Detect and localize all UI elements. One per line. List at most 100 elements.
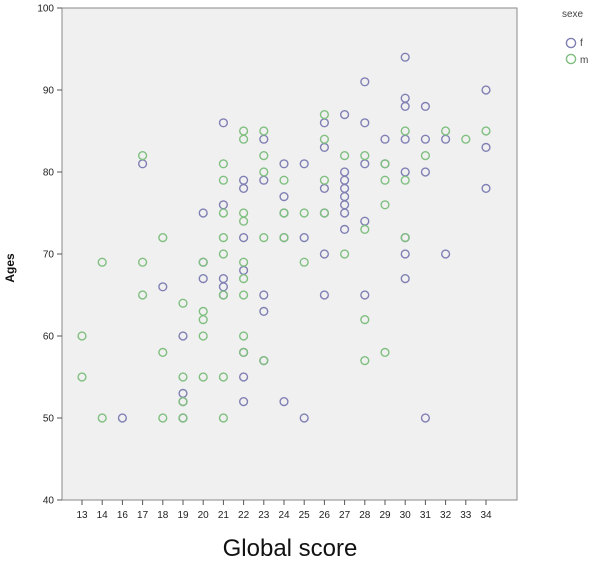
data-point-m bbox=[420, 151, 431, 161]
data-point-m bbox=[178, 397, 188, 407]
x-tick-label: 14 bbox=[97, 510, 109, 521]
x-axis-title: Global score bbox=[223, 535, 358, 562]
data-point-m bbox=[138, 151, 148, 161]
data-point-m bbox=[239, 347, 249, 358]
data-point-f bbox=[340, 208, 350, 218]
data-point-m bbox=[97, 413, 107, 423]
x-tick-label: 25 bbox=[299, 510, 311, 521]
data-point-m bbox=[380, 175, 390, 185]
data-point-m bbox=[239, 257, 249, 267]
y-tick-label: 70 bbox=[43, 250, 55, 261]
data-point-m bbox=[259, 126, 269, 136]
data-point-m bbox=[138, 257, 148, 267]
legend: sexe f m bbox=[562, 9, 588, 66]
data-point-f bbox=[158, 282, 168, 292]
data-point-m bbox=[299, 257, 309, 267]
data-point-f bbox=[239, 372, 249, 382]
data-point-m bbox=[218, 413, 229, 423]
x-tick-label: 29 bbox=[379, 510, 391, 521]
data-point-m bbox=[299, 208, 309, 218]
x-tick-label: 27 bbox=[339, 510, 351, 521]
legend-label-f: f bbox=[580, 38, 583, 49]
data-point-m bbox=[239, 134, 249, 144]
data-point-m bbox=[259, 356, 269, 366]
data-point-m bbox=[360, 356, 370, 366]
data-point-m bbox=[239, 216, 249, 226]
data-point-m bbox=[380, 200, 390, 210]
data-point-f bbox=[319, 249, 330, 259]
x-tick-label: 28 bbox=[359, 510, 371, 521]
data-point-m bbox=[481, 126, 491, 136]
x-tick-label: 24 bbox=[278, 510, 290, 521]
data-point-f bbox=[198, 208, 208, 218]
data-point-f bbox=[360, 77, 370, 87]
data-point-m bbox=[259, 151, 269, 161]
data-point-m bbox=[380, 347, 390, 358]
data-point-m bbox=[319, 208, 330, 218]
data-point-m bbox=[441, 126, 451, 136]
data-point-m bbox=[279, 208, 289, 218]
data-point-f bbox=[279, 192, 289, 202]
data-point-f bbox=[259, 306, 269, 317]
data-point-m bbox=[259, 167, 269, 177]
data-point-f bbox=[481, 142, 491, 153]
data-point-m bbox=[218, 175, 229, 185]
data-point-m bbox=[158, 233, 168, 243]
x-axis: 13 14 16 17 18 19 20 21 22 23 24 25 26 27 28 29 30 31 32 33… bbox=[76, 500, 492, 521]
data-point-f bbox=[360, 118, 370, 128]
data-point-m bbox=[178, 413, 188, 423]
data-point-m bbox=[380, 159, 390, 169]
x-tick-label: 21 bbox=[218, 510, 230, 521]
data-point-f bbox=[400, 249, 410, 259]
data-point-f bbox=[299, 159, 309, 169]
data-point-f bbox=[400, 274, 410, 284]
data-point-f bbox=[420, 101, 431, 112]
data-point-m bbox=[138, 290, 148, 300]
data-point-f bbox=[299, 413, 309, 423]
data-point-m bbox=[218, 208, 229, 218]
data-point-m bbox=[218, 290, 229, 300]
y-tick-label: 50 bbox=[43, 414, 55, 425]
y-tick-label: 100 bbox=[37, 4, 54, 15]
data-point-m bbox=[400, 233, 410, 243]
x-tick-label: 34 bbox=[480, 510, 492, 521]
data-point-m bbox=[340, 151, 350, 161]
data-point-m bbox=[178, 372, 188, 382]
data-point-f bbox=[239, 183, 249, 194]
data-point-m bbox=[259, 233, 269, 243]
data-point-m bbox=[77, 372, 87, 382]
data-point-f bbox=[117, 413, 128, 423]
data-point-m bbox=[319, 134, 330, 144]
y-tick-label: 60 bbox=[43, 332, 55, 343]
legend-title: sexe bbox=[562, 9, 584, 20]
data-point-m bbox=[279, 233, 289, 243]
x-tick-label: 18 bbox=[157, 510, 169, 521]
plot-area bbox=[61, 7, 518, 501]
data-point-m bbox=[178, 298, 188, 308]
y-tick-label: 90 bbox=[43, 86, 55, 97]
data-point-f bbox=[279, 397, 289, 407]
data-point-f bbox=[239, 397, 249, 407]
y-tick-label: 80 bbox=[43, 168, 55, 179]
data-point-m bbox=[239, 274, 249, 284]
data-point-m bbox=[239, 331, 249, 341]
data-point-f bbox=[380, 134, 390, 144]
data-point-f bbox=[279, 159, 289, 169]
data-point-f bbox=[420, 167, 431, 177]
data-point-f bbox=[420, 413, 431, 423]
y-tick-label: 40 bbox=[43, 496, 55, 507]
data-point-m bbox=[198, 315, 208, 325]
data-point-m bbox=[218, 233, 229, 243]
x-tick-label: 22 bbox=[238, 510, 250, 521]
data-point-f bbox=[198, 274, 208, 284]
data-point-f bbox=[420, 134, 431, 144]
data-point-m bbox=[319, 109, 330, 120]
data-point-m bbox=[198, 331, 208, 341]
data-points bbox=[77, 52, 491, 423]
x-tick-label: 30 bbox=[400, 510, 412, 521]
x-tick-label: 13 bbox=[76, 510, 88, 521]
y-axis: 40 50 60 70 80 90 100 bbox=[37, 4, 62, 507]
data-point-m bbox=[198, 257, 208, 267]
data-point-m bbox=[77, 331, 87, 341]
